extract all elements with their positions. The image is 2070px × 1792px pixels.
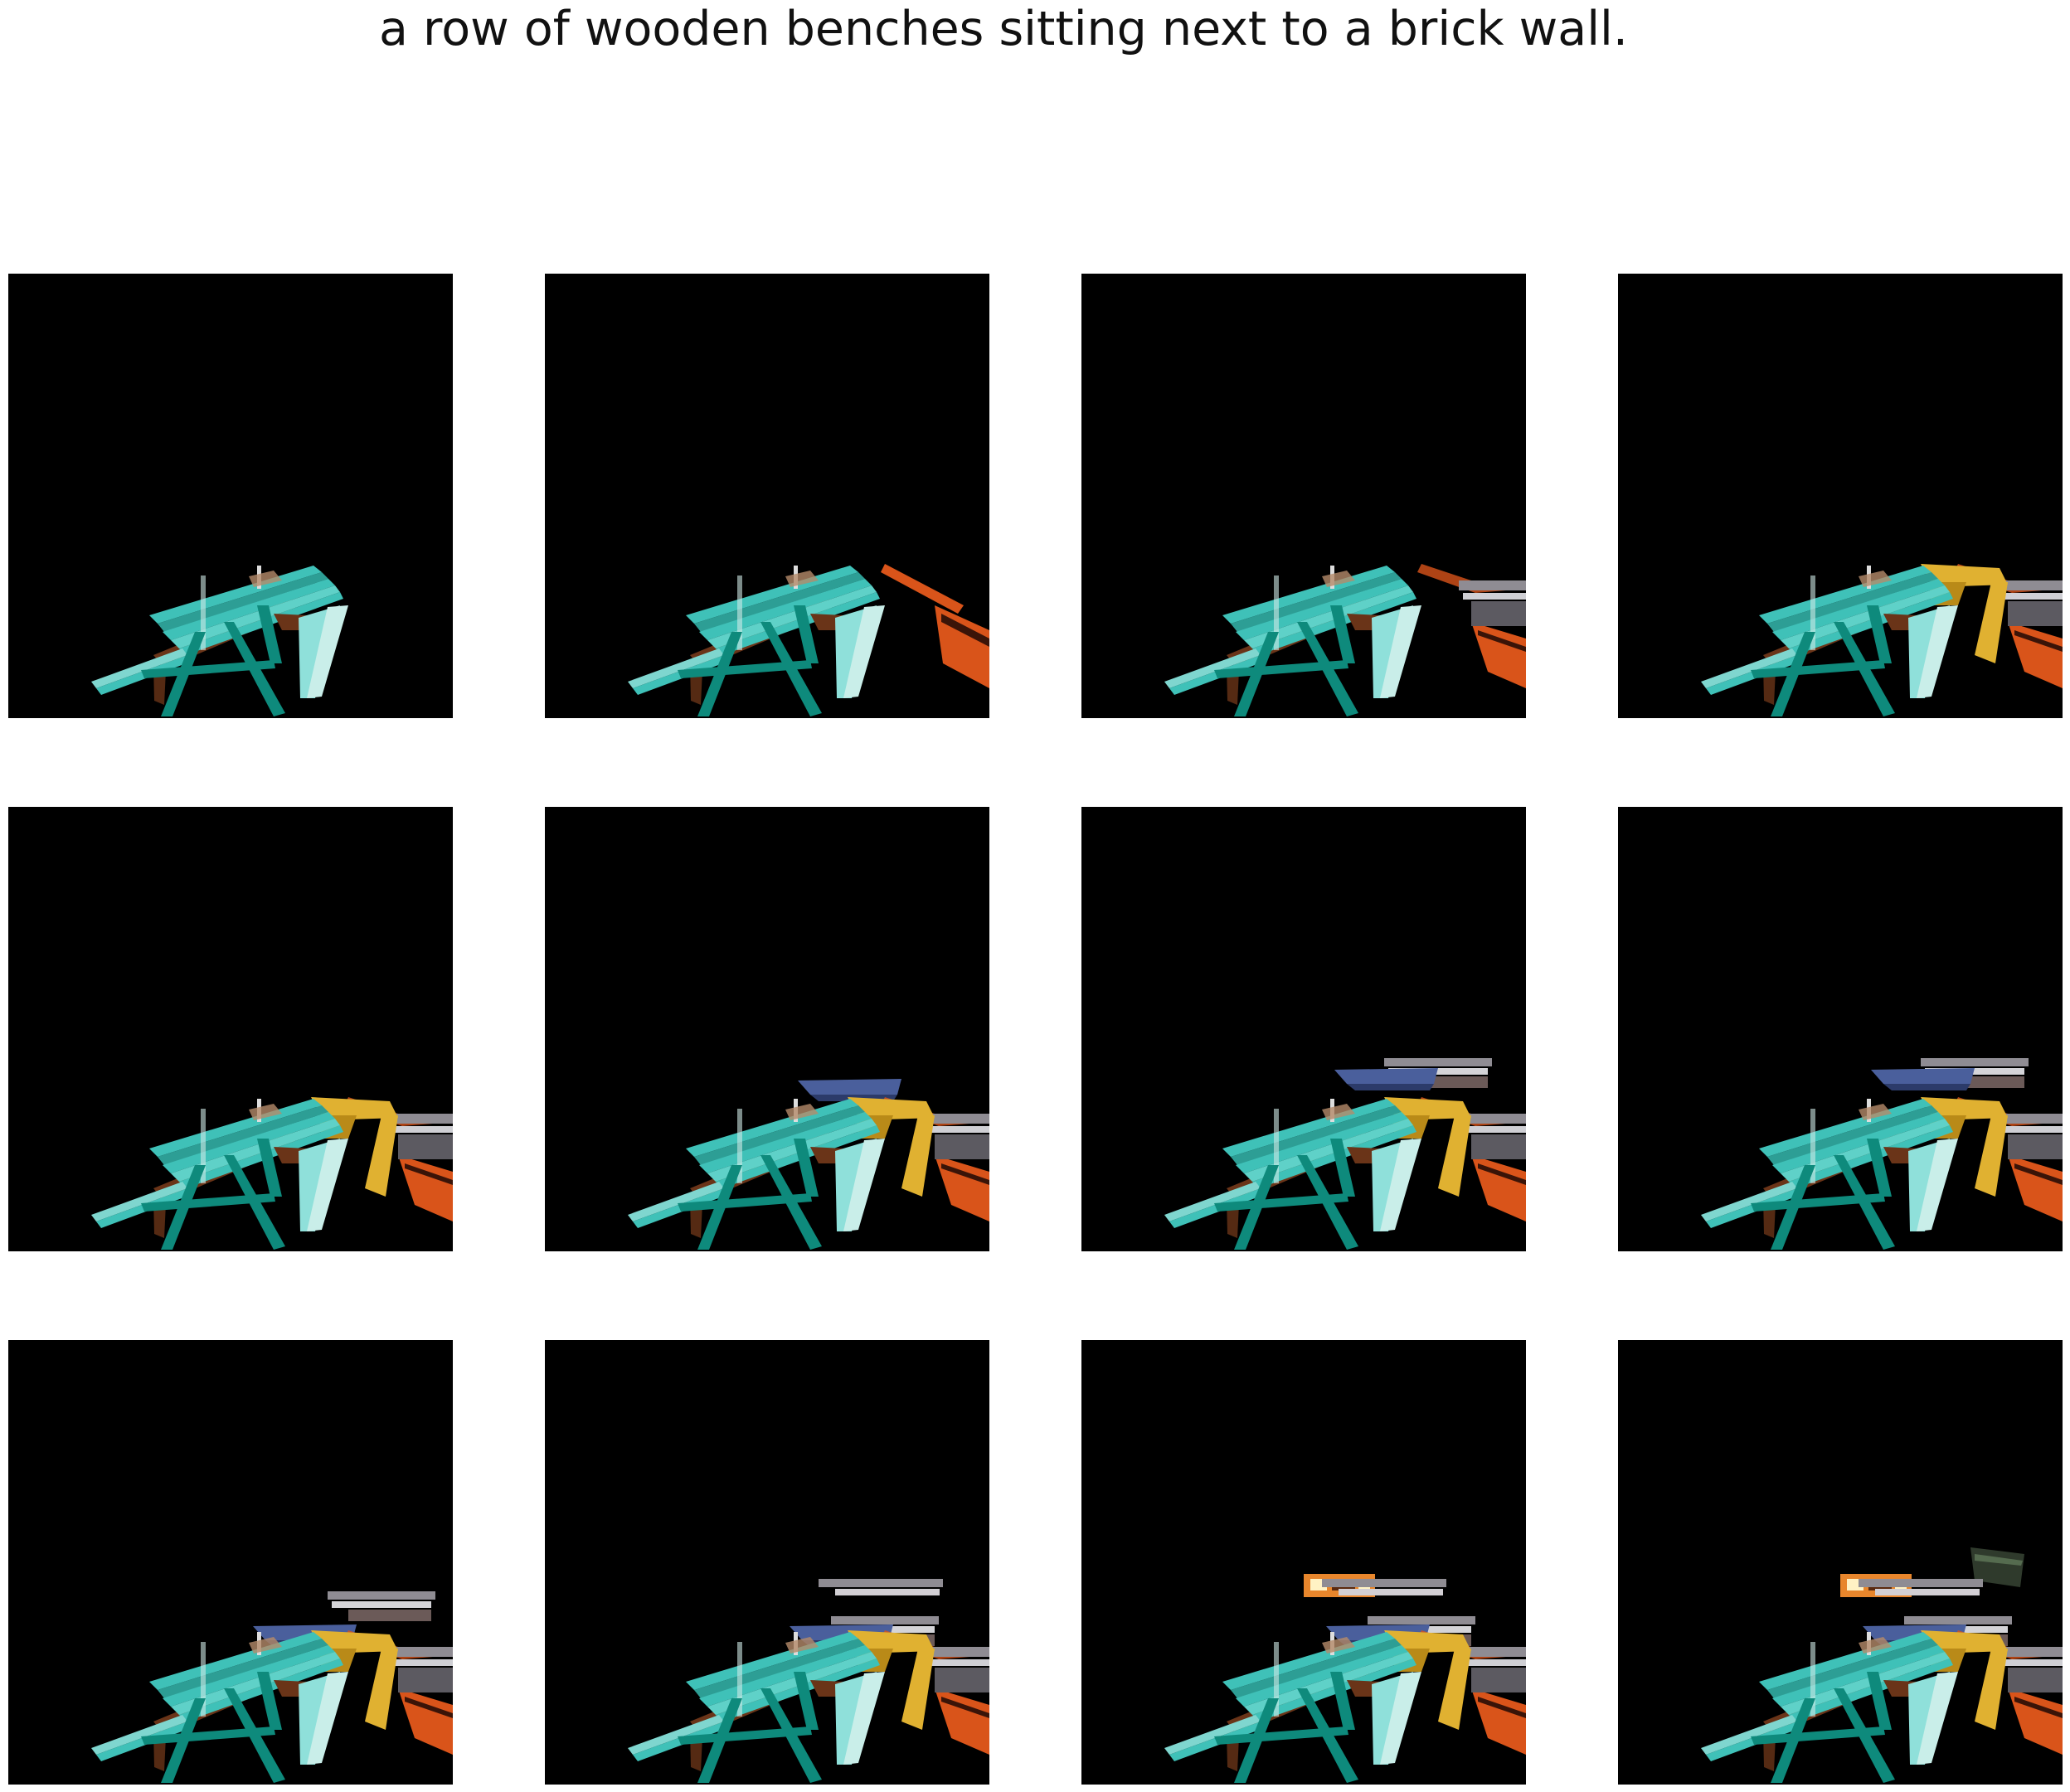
teal-picnic-table [91, 566, 348, 716]
teal-picnic-table [1164, 566, 1421, 716]
gray-bench [1954, 564, 2063, 626]
frame-image [628, 1579, 989, 1783]
frame-12 [1618, 1340, 2063, 1785]
teal-picnic-table [1701, 566, 1958, 716]
frame-6 [545, 807, 989, 1251]
gray-bench [1954, 1097, 2063, 1159]
frame-10 [545, 1340, 989, 1785]
frame-image [1701, 1058, 2063, 1250]
gray-bench-top [819, 1579, 943, 1595]
frame-image [1701, 564, 2063, 716]
frame-7 [1081, 807, 1526, 1251]
gray-bench-top [1859, 1579, 1983, 1595]
gray-bench [881, 1097, 989, 1159]
teal-picnic-table [91, 1632, 348, 1783]
orange-bench [398, 1688, 453, 1755]
figure-caption: a row of wooden benches sitting next to … [378, 2, 1629, 56]
frame-image [1164, 1058, 1526, 1250]
teal-picnic-table [628, 1632, 885, 1783]
frame-11 [1081, 1340, 1526, 1785]
teal-picnic-table [628, 1099, 885, 1250]
gray-bench-top [1322, 1579, 1446, 1595]
frame-image [1701, 1547, 2063, 1783]
gray-bench [1417, 564, 1526, 626]
orange-bench [935, 1155, 989, 1221]
frame-image [91, 1591, 453, 1783]
frame-2 [545, 274, 989, 718]
gray-bench [1954, 1630, 2063, 1692]
gray-bench [1417, 1097, 1526, 1159]
orange-bench [1471, 622, 1526, 688]
frame-1 [8, 274, 453, 718]
teal-picnic-table [1701, 1099, 1958, 1250]
gray-bench [344, 1630, 453, 1692]
dark-green-bench [1970, 1547, 2024, 1587]
blue-bench [1871, 1068, 1975, 1090]
frame-image [628, 564, 989, 716]
orange-bench [881, 564, 989, 688]
orange-bench [935, 1688, 989, 1755]
frame-image [91, 1097, 453, 1250]
orange-bench [1471, 1688, 1526, 1755]
frame-image [628, 1079, 989, 1250]
blue-bench [1334, 1068, 1438, 1090]
teal-picnic-table [1701, 1632, 1958, 1783]
frame-9 [8, 1340, 453, 1785]
orange-bench [398, 1155, 453, 1221]
frame-5 [8, 807, 453, 1251]
orange-bench [2008, 1688, 2063, 1755]
teal-picnic-table [91, 1099, 348, 1250]
frame-image [1164, 1574, 1526, 1783]
frame-4 [1618, 274, 2063, 718]
frame-image [1164, 564, 1526, 716]
frame-8 [1618, 807, 2063, 1251]
orange-bench [2008, 622, 2063, 688]
orange-bench [2008, 1155, 2063, 1221]
gray-bench [344, 1097, 453, 1159]
teal-picnic-table [1164, 1632, 1421, 1783]
teal-picnic-table [1164, 1099, 1421, 1250]
frame-image [91, 566, 348, 716]
frame-3 [1081, 274, 1526, 718]
orange-bench [1471, 1155, 1526, 1221]
gray-bench [881, 1630, 989, 1692]
gray-bench [1417, 1630, 1526, 1692]
gray-bench-back [328, 1591, 435, 1621]
teal-picnic-table [628, 566, 885, 716]
